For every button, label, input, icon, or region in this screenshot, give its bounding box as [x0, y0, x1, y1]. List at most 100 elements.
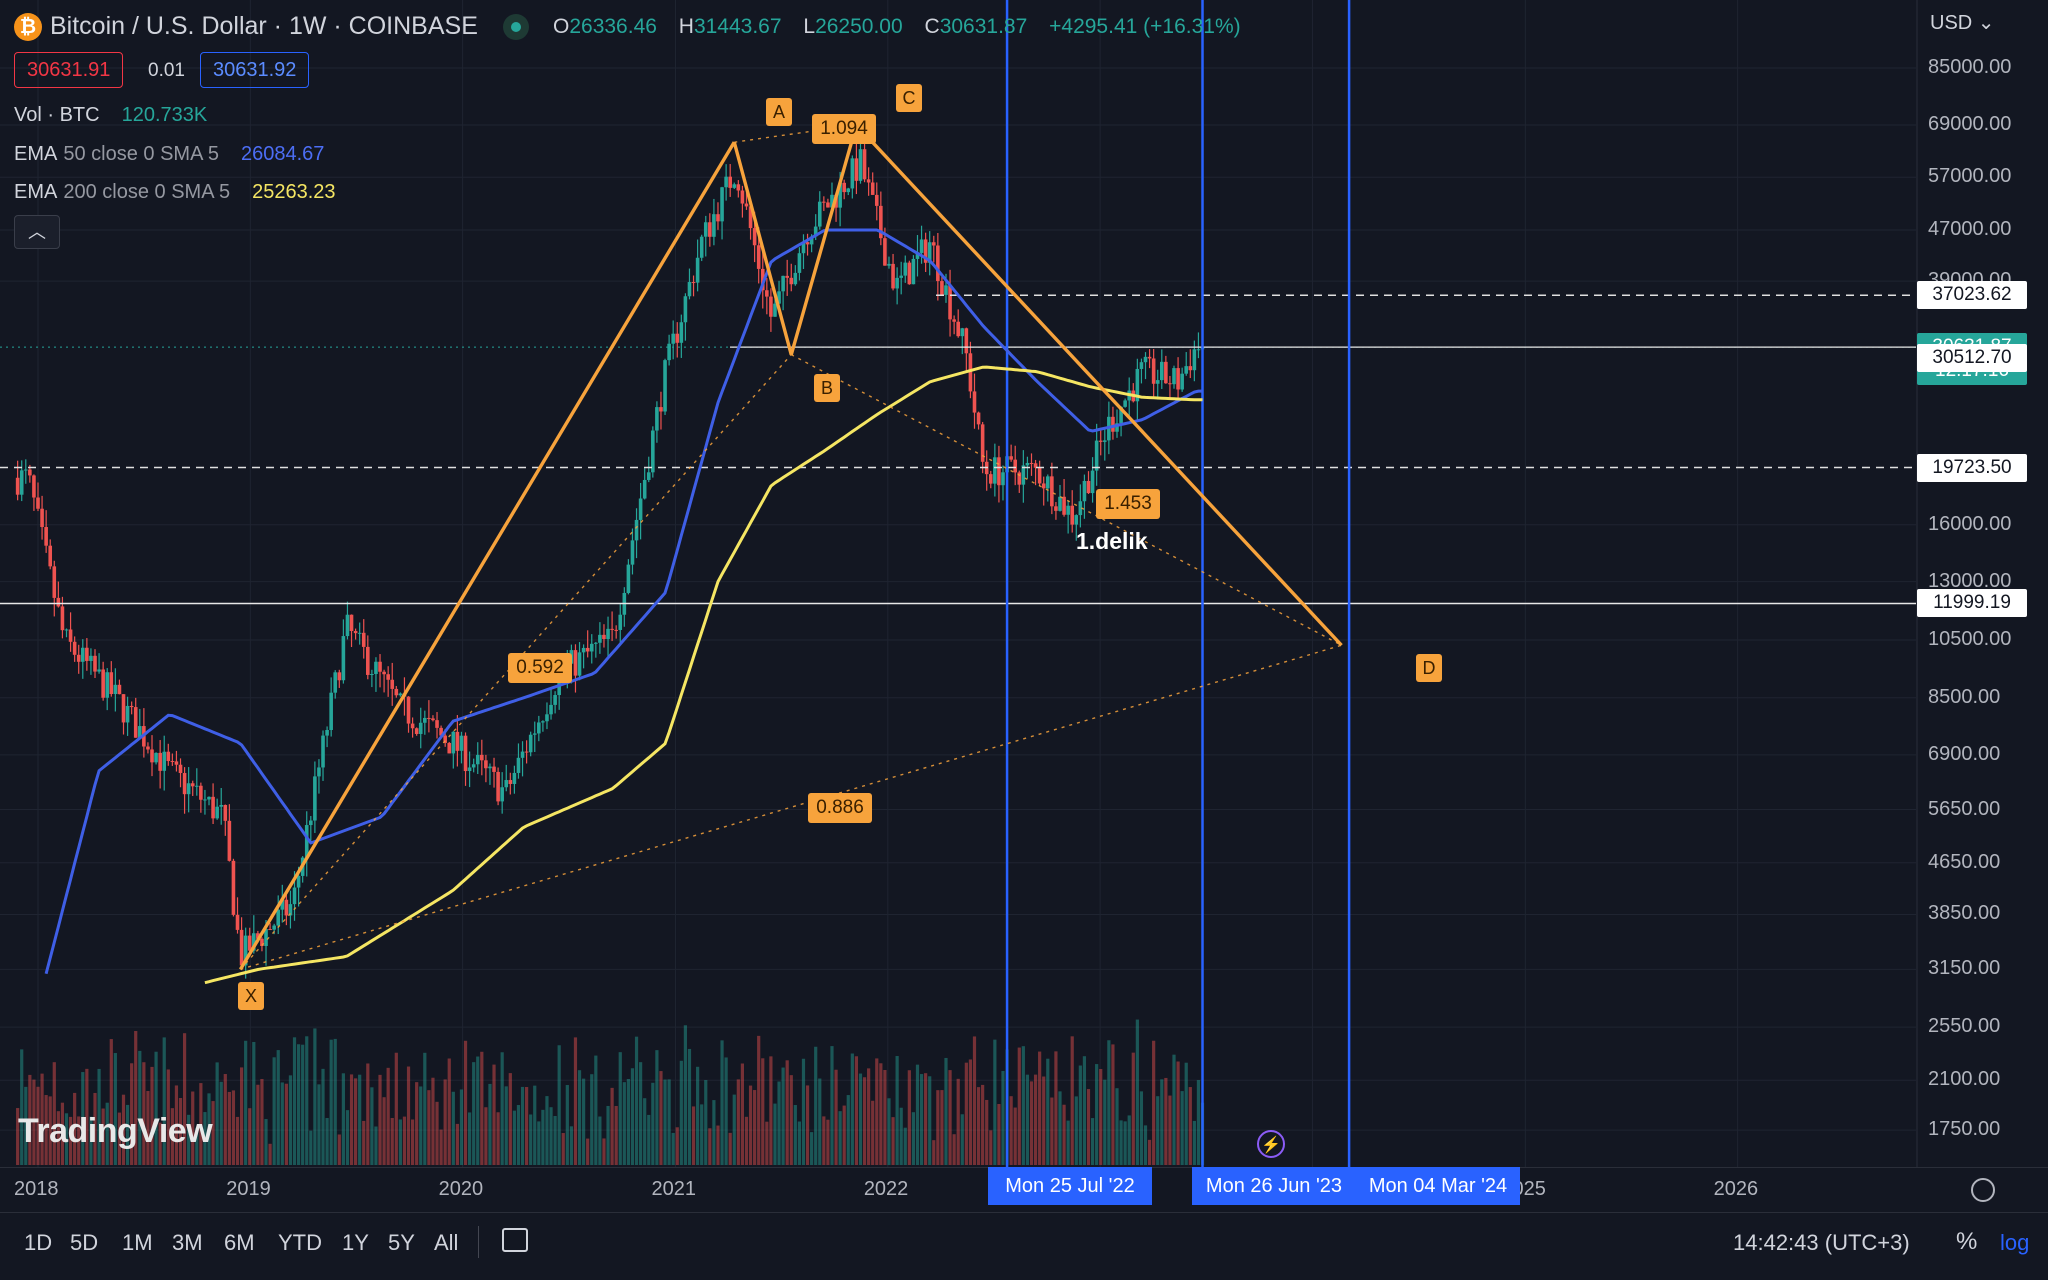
range-button-6m[interactable]: 6M [224, 1230, 255, 1255]
volume-bar [97, 1068, 101, 1165]
volume-bar [296, 1044, 301, 1165]
text-annotation[interactable]: 1.delik [1076, 528, 1148, 554]
pattern-point-d[interactable]: D [1416, 654, 1442, 682]
volume-bar [805, 1085, 810, 1165]
collapse-indicators-button[interactable]: ︿ [14, 215, 60, 249]
range-button-1y[interactable]: 1Y [342, 1230, 369, 1255]
pattern-point-x[interactable]: X [238, 982, 264, 1010]
range-button-5d[interactable]: 5D [70, 1230, 99, 1255]
volume-bar [928, 1076, 932, 1165]
candle-body [304, 825, 309, 858]
range-button-5y[interactable]: 5Y [388, 1230, 415, 1255]
volume-bar [854, 1056, 859, 1165]
volume-bar [618, 1052, 622, 1165]
range-button-1m[interactable]: 1M [122, 1230, 153, 1255]
candle-body [598, 634, 602, 643]
volume-bar [89, 1116, 93, 1165]
candle-body [724, 176, 728, 188]
volume-bar [683, 1025, 688, 1165]
candle-body [378, 661, 382, 672]
volume-bar [130, 1063, 134, 1165]
volume-bar [455, 1123, 459, 1165]
candle-body [284, 899, 289, 916]
volume-bar [797, 1121, 802, 1165]
currency-selector[interactable]: USD ⌄ [1930, 10, 1995, 35]
candle-body [1033, 463, 1038, 468]
price-chart[interactable] [0, 0, 2048, 1167]
volume-bar [435, 1101, 439, 1165]
candle-body [1062, 496, 1066, 515]
candle-body [431, 718, 435, 721]
candle-body [1009, 456, 1013, 460]
candle-body [325, 729, 329, 736]
volume-bar [830, 1046, 834, 1165]
time-tick: 2020 [438, 1178, 484, 1200]
candle-body [801, 242, 806, 254]
bolt-icon[interactable]: ⚡ [1257, 1130, 1285, 1158]
candle-body [260, 938, 264, 947]
buy-button[interactable]: 30631.92 [200, 52, 310, 88]
volume-bar [284, 1083, 288, 1165]
candle-body [777, 291, 781, 304]
volume-bar [28, 1074, 32, 1165]
pattern-point-c[interactable]: C [896, 84, 922, 112]
candle-body [341, 636, 346, 681]
volume-bar [374, 1126, 378, 1165]
candle-body [589, 643, 594, 652]
ratio-label-cd[interactable]: 1.453 [1096, 489, 1160, 519]
time-tick: 2019 [226, 1178, 271, 1200]
volume-bar [1139, 1091, 1144, 1165]
candle-body [765, 290, 769, 297]
volume-bar [826, 1119, 830, 1165]
pattern-leg-cd [855, 123, 1343, 647]
calendar-icon[interactable] [502, 1228, 528, 1252]
volume-bar [516, 1105, 521, 1165]
candle-body [936, 245, 940, 282]
candle-body [1143, 356, 1148, 363]
market-status-icon[interactable] [503, 14, 529, 40]
range-button-ytd[interactable]: YTD [278, 1230, 322, 1255]
candle-body [760, 268, 765, 291]
volume-bar [1054, 1051, 1058, 1165]
indicator-ema50[interactable]: EMA 50 close 0 SMA 5 26084.67 [14, 143, 324, 166]
sell-button[interactable]: 30631.91 [14, 52, 124, 88]
candle-body [785, 275, 789, 278]
volume-bar [272, 1057, 276, 1165]
volume-bar [671, 1132, 675, 1165]
settings-icon[interactable] [1971, 1178, 1995, 1202]
ratio-label-xd[interactable]: 0.886 [808, 793, 872, 823]
pattern-point-b[interactable]: B [814, 374, 840, 402]
candle-body [447, 742, 452, 754]
range-button-3m[interactable]: 3M [172, 1230, 203, 1255]
range-button-all[interactable]: All [434, 1230, 459, 1255]
symbol-title[interactable]: Bitcoin / U.S. Dollar · 1W · COINBASE [50, 12, 478, 40]
candle-body [1164, 361, 1168, 384]
ratio-label-bc[interactable]: 1.094 [812, 114, 876, 144]
price-tick: 5650.00 [1928, 797, 2001, 820]
pattern-point-a[interactable]: A [766, 98, 792, 126]
candle-body [858, 149, 863, 181]
range-button-1d[interactable]: 1D [24, 1230, 53, 1255]
volume-bar [191, 1091, 195, 1165]
candle-body [687, 282, 692, 297]
candle-body [1078, 501, 1083, 516]
clock[interactable]: 14:42:43 (UTC+3) [1733, 1230, 1910, 1255]
volume-bar [907, 1070, 911, 1165]
candle-body [231, 860, 236, 915]
candle-body [1050, 476, 1054, 507]
indicator-volume[interactable]: Vol · BTC 120.733K [14, 104, 207, 127]
volume-bar [85, 1068, 89, 1165]
candle-body [40, 508, 44, 528]
candle-body [630, 540, 635, 565]
indicator-ema200[interactable]: EMA 200 close 0 SMA 5 25263.23 [14, 181, 336, 204]
volume-bar [398, 1119, 402, 1165]
log-toggle[interactable]: log [2000, 1230, 2030, 1255]
volume-bar [366, 1063, 370, 1165]
ratio-label-ab[interactable]: 0.592 [508, 653, 572, 683]
candle-body [211, 796, 215, 819]
pattern-leg-xa [238, 141, 736, 971]
candle-body [964, 328, 969, 354]
time-badge: Mon 25 Jul '22 [988, 1167, 1152, 1205]
percent-toggle[interactable]: % [1956, 1228, 1978, 1255]
spread-value: 0.01 [148, 60, 185, 81]
